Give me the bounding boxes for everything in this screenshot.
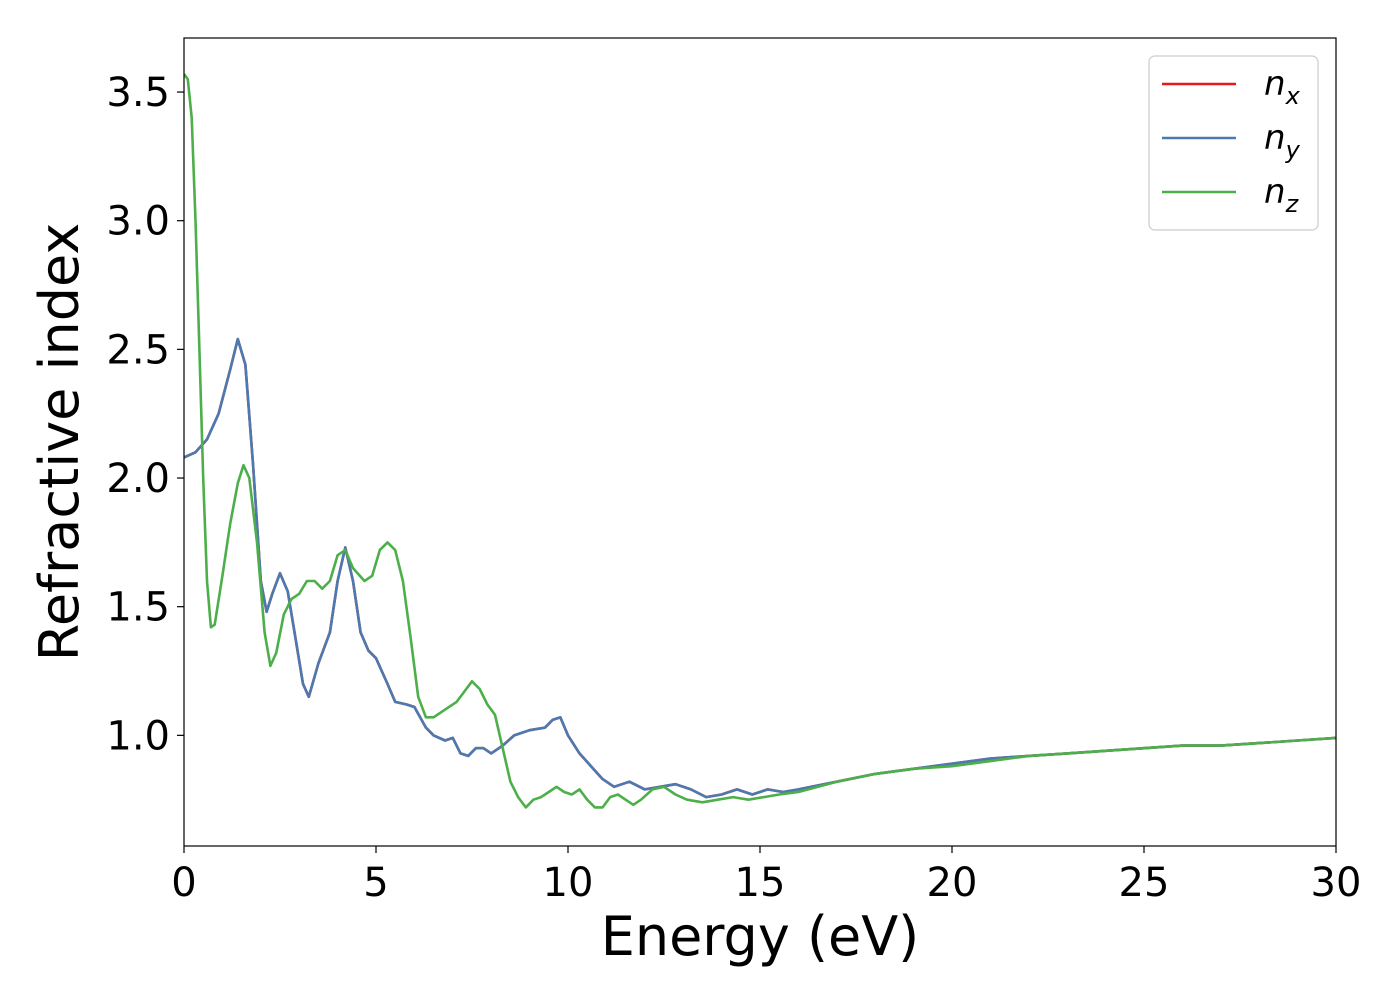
legend-label-subscript: x — [1285, 82, 1301, 110]
y-tick-label: 1.0 — [106, 713, 170, 759]
legend-label-base: n — [1264, 118, 1286, 158]
x-tick-label: 30 — [1311, 860, 1362, 906]
y-axis-label: Refractive index — [28, 223, 91, 662]
series-line-z — [184, 73, 1336, 809]
y-tick-label: 3.0 — [106, 199, 170, 245]
y-tick-label: 3.5 — [106, 70, 170, 116]
series-line-x — [184, 337, 1336, 799]
x-tick-label: 0 — [171, 860, 196, 906]
y-tick-label: 2.0 — [106, 456, 170, 502]
x-tick-label: 10 — [543, 860, 594, 906]
x-tick-label: 20 — [927, 860, 978, 906]
legend-label-x: nx — [1264, 64, 1301, 110]
x-tick-label: 5 — [363, 860, 388, 906]
legend-box — [1148, 55, 1319, 231]
x-tick-label: 15 — [735, 860, 786, 906]
legend-label-y: ny — [1264, 118, 1301, 164]
x-axis-label: Energy (eV) — [601, 905, 920, 968]
series-layer — [184, 73, 1336, 809]
legend-label-base: n — [1264, 172, 1286, 212]
legend-label-subscript: z — [1285, 190, 1300, 218]
y-tick-label: 2.5 — [106, 327, 170, 373]
series-line-y — [184, 337, 1336, 799]
legend-label-subscript: y — [1285, 136, 1301, 164]
legend-label-base: n — [1264, 64, 1286, 104]
x-axis: 0 5 10 15 20 25 30 — [171, 846, 1361, 906]
y-tick-label: 1.5 — [106, 585, 170, 631]
legend-label-z: nz — [1264, 172, 1300, 218]
y-axis: 1.0 1.5 2.0 2.5 3.0 3.5 — [106, 70, 184, 759]
x-tick-label: 25 — [1119, 860, 1170, 906]
